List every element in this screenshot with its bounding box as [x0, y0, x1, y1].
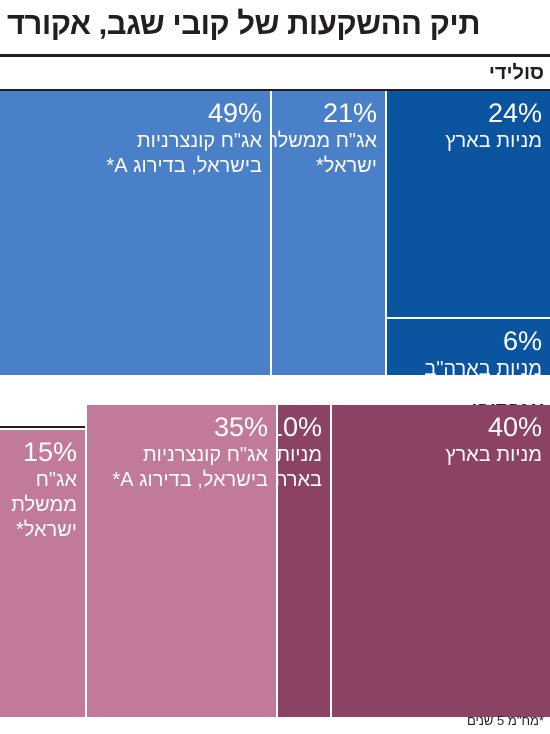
cell-label-line: אג"ח קונצרניות [142, 444, 268, 466]
treemap-cell: 24% מניות בארץ [385, 91, 550, 317]
cell-label-line: מניות בארץ [445, 130, 542, 152]
treemap-cell: 40% מניות בארץ [330, 405, 550, 717]
treemap-cell: 15% אג"ח ממשלת ישראל* [0, 430, 85, 717]
cell-percent: 6% [502, 326, 542, 356]
cell-label: מניות בארה"ב [276, 443, 322, 493]
cell-label: אג"ח ממשלת ישראל* [270, 129, 377, 179]
treemap-cell: 49% אג"ח קונצרניות בישראל, בדירוג A* [0, 91, 270, 375]
cell-percent: 15% [22, 437, 77, 467]
cell-percent: 35% [213, 412, 268, 442]
cell-label-line: מניות בארה"ב [424, 358, 542, 375]
cell-percent: 24% [487, 98, 542, 128]
cell-label-line: אג"ח [35, 469, 77, 491]
cell-label: מניות בארץ [445, 129, 542, 154]
cell-label-line: ממשלת [11, 494, 77, 516]
cell-label-line: בישראל, בדירוג A* [112, 469, 268, 491]
section-label-solid: סולידי [488, 62, 544, 84]
footnote: *מח"מ 5 שנים [466, 713, 544, 728]
cell-percent: 49% [207, 98, 262, 128]
treemap-cell: 6% מניות בארה"ב [385, 317, 550, 375]
treemap-cell: 21% אג"ח ממשלת ישראל* [270, 91, 385, 375]
treemap-cell: 35% אג"ח קונצרניות בישראל, בדירוג A* [85, 405, 276, 717]
treemap-aggressive: 15% אג"ח ממשלת ישראל* 35% אג"ח קונצרניות בישרא… [0, 405, 550, 717]
cell-label-line: אג"ח קונצרניות [136, 130, 262, 152]
cell-label: מניות בארה"ב [424, 357, 542, 375]
section-rule-solid [0, 89, 550, 91]
cell-percent: 40% [487, 412, 542, 442]
treemap-solid: 49% אג"ח קונצרניות בישראל, בדירוג A* 21% אג"… [0, 91, 550, 375]
cell-label-line: בארה"ב [278, 469, 322, 491]
cell-label-line: מניות בארץ [445, 444, 542, 466]
cell-label-line: בישראל, בדירוג A* [106, 155, 262, 177]
cell-label-line: מניות [276, 444, 322, 466]
cell-label-line: אג"ח ממשלת [270, 130, 377, 152]
cell-label-line: ישראל* [315, 155, 377, 177]
cell-label-line: ישראל* [15, 519, 77, 541]
treemap-cell: 10%מניות בארה"ב [276, 405, 330, 717]
cell-percent: 10% [278, 412, 322, 442]
cell-label: אג"ח קונצרניות בישראל, בדירוג A* [106, 129, 262, 179]
cell-percent: 21% [322, 98, 377, 128]
cell-label: אג"ח קונצרניות בישראל, בדירוג A* [112, 443, 268, 493]
chart-title: תיק ההשקעות של קובי שגב, אקורד [6, 6, 481, 41]
cell-label: מניות בארץ [445, 443, 542, 468]
cell-label: אג"ח ממשלת ישראל* [11, 468, 77, 543]
title-rule [0, 54, 550, 57]
